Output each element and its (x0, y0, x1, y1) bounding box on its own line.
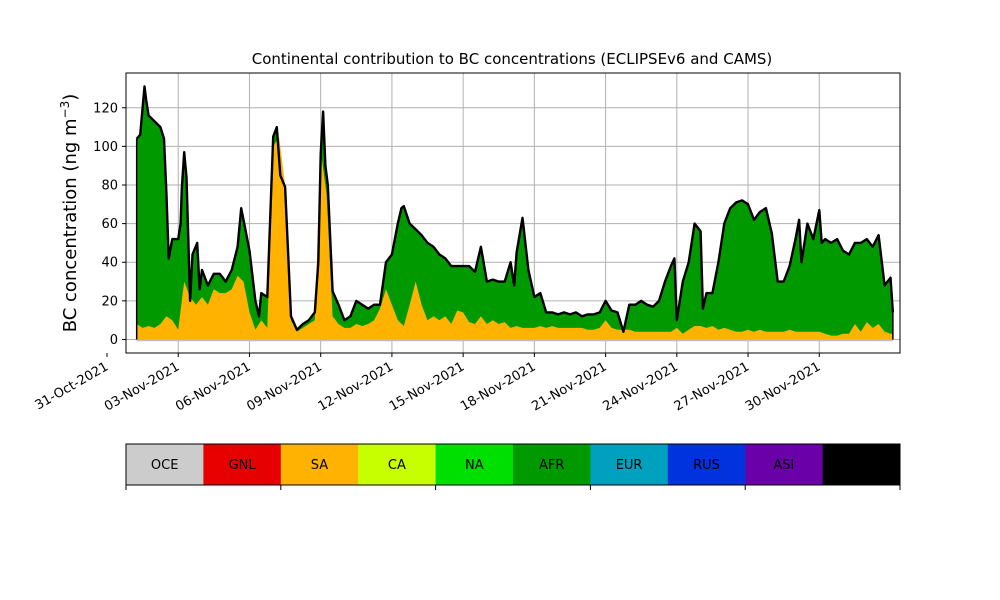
legend-label-na: NA (465, 458, 484, 473)
legend-swatch-asi (745, 444, 824, 485)
y-tick-label: 80 (101, 179, 118, 194)
legend-border (125, 443, 901, 486)
y-axis-label-main: BC concentration (ng m (60, 118, 81, 332)
y-tick-label: 60 (101, 217, 118, 232)
y-axis-label: BC concentration (ng m−3) (58, 94, 81, 333)
x-tick-label: 15-Nov-2021 (387, 359, 467, 414)
y-tick-label: 40 (101, 256, 118, 271)
legend-swatch-gnl (203, 444, 282, 485)
plot-area: 0 20 40 60 80 100 120 31-Oct-202103-Nov-202106… (33, 72, 901, 414)
legend-label-oce: OCE (151, 458, 179, 473)
axes-border (125, 72, 901, 354)
y-tick-label: 100 (93, 140, 118, 155)
legend-swatch-rus (667, 444, 746, 485)
legend-label-ca: CA (388, 458, 406, 473)
y-tick-label: 120 (93, 101, 118, 116)
colorbar-legend: OCE GNL SA CA NA AFR EUR RUS ASI AUS (125, 443, 901, 490)
legend-label-aus: AUS (848, 458, 875, 473)
x-tick-label: 12-Nov-2021 (316, 359, 396, 414)
x-tick-label: 21-Nov-2021 (529, 359, 609, 414)
legend-swatch-sa (280, 444, 359, 485)
legend-swatch-oce (126, 444, 204, 485)
legend-swatch-ca (358, 444, 437, 485)
x-axis-ticks: 31-Oct-202103-Nov-202106-Nov-202109-Nov-… (33, 353, 823, 414)
legend-swatch-eur (590, 444, 669, 485)
y-tick-label: 20 (101, 294, 118, 309)
x-tick-label: 03-Nov-2021 (102, 359, 182, 414)
plot-border (125, 72, 901, 354)
legend-label-gnl: GNL (229, 458, 257, 473)
y-axis-label-close: ) (60, 94, 81, 101)
y-axis-label-sup: −3 (58, 101, 72, 119)
x-tick-label: 18-Nov-2021 (458, 359, 538, 414)
legend-swatch-afr (513, 444, 591, 485)
x-tick-label: 31-Oct-2021 (33, 359, 111, 413)
y-tick-label: 0 (110, 333, 118, 348)
legend-swatch-na (435, 444, 514, 485)
legend-label-afr: AFR (539, 458, 564, 473)
y-axis-ticks: 0 20 40 60 80 100 120 (93, 101, 126, 348)
chart-title: Continental contribution to BC concentra… (252, 50, 773, 68)
total-line (135, 85, 895, 333)
x-tick-label: 30-Nov-2021 (743, 359, 823, 414)
x-tick-label: 06-Nov-2021 (173, 359, 253, 414)
legend-label-asi: ASI (773, 458, 794, 473)
sa-area (136, 136, 893, 340)
x-tick-label: 27-Nov-2021 (672, 359, 752, 414)
stacked-areas (135, 85, 895, 342)
legend-label-rus: RUS (693, 458, 720, 473)
x-tick-label: 09-Nov-2021 (244, 359, 324, 414)
legend-label-sa: SA (311, 458, 328, 473)
legend-swatch-aus (822, 444, 901, 485)
legend-label-eur: EUR (616, 458, 643, 473)
x-tick-label: 24-Nov-2021 (601, 359, 681, 414)
